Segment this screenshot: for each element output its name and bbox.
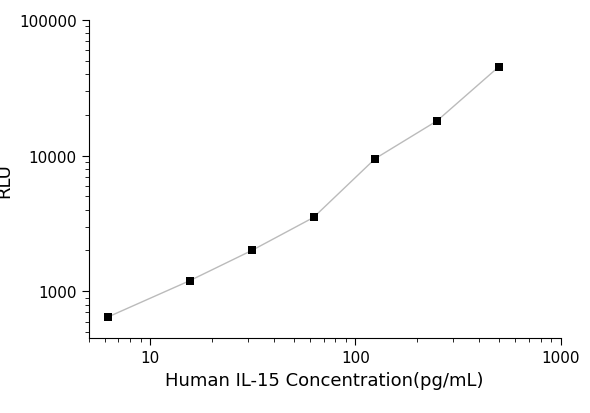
Point — [247, 247, 257, 254]
Point — [309, 215, 318, 221]
X-axis label: Human IL-15 Concentration(pg/mL): Human IL-15 Concentration(pg/mL) — [165, 371, 484, 389]
Point — [371, 156, 380, 162]
Y-axis label: RLU: RLU — [0, 162, 14, 197]
Point — [432, 118, 442, 125]
Point — [104, 314, 113, 320]
Point — [494, 64, 503, 71]
Point — [185, 278, 195, 284]
